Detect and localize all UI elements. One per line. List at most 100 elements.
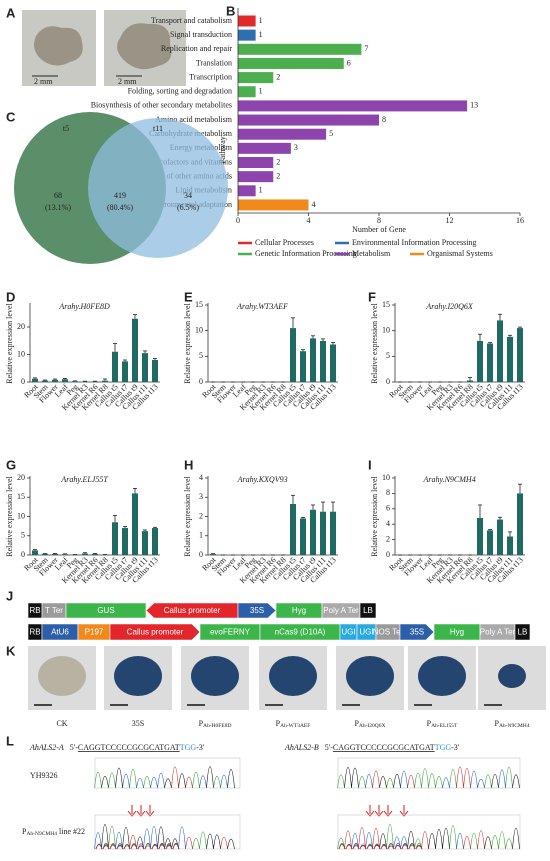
bar — [300, 351, 306, 382]
value-label: 6 — [347, 58, 351, 67]
construct-label: RB — [29, 606, 40, 615]
construct-label: 35S — [250, 606, 264, 615]
category-label: Transport and catabolism — [151, 16, 233, 25]
bar — [238, 58, 344, 69]
value-label: 1 — [259, 186, 263, 195]
y-tick-label: 0 — [21, 550, 25, 559]
pam: TGG — [180, 743, 197, 752]
chart-title: Arahy.H0FE8D — [58, 302, 110, 311]
trace — [95, 769, 221, 788]
y-tick-label: 0 — [199, 550, 203, 559]
panel-label: G — [6, 457, 16, 472]
bar — [122, 528, 128, 555]
label-sub: Ah-N9CMH4 — [499, 723, 530, 729]
y-tick-label: 8 — [386, 488, 390, 497]
trace — [339, 827, 485, 849]
bar — [142, 353, 148, 382]
region-count: 34 — [184, 191, 192, 200]
construct-label: Poly A Ter — [323, 606, 359, 615]
trace-box — [95, 815, 240, 849]
region-percent: (80.4%) — [107, 203, 133, 212]
bar — [142, 531, 148, 555]
y-tick-label: 3 — [199, 492, 203, 501]
panel-label: E — [184, 289, 193, 304]
y-tick-label: 4 — [199, 473, 203, 482]
bar — [132, 493, 138, 555]
bar — [62, 379, 68, 382]
construct-label: LB — [518, 628, 528, 637]
value-label: 1 — [259, 87, 263, 96]
set-label: t11 — [153, 124, 163, 133]
bar — [497, 320, 503, 382]
y-tick-label: 2 — [199, 511, 203, 520]
bar — [320, 512, 326, 555]
panel-label: J — [6, 588, 13, 603]
target-seq: CAGGTCCCCCGCGCATGAT — [333, 743, 435, 752]
y-tick-label: 6 — [386, 504, 390, 513]
bar — [102, 381, 108, 382]
category-label: Translation — [196, 58, 232, 67]
bar — [290, 328, 296, 382]
x-tick-label: 16 — [516, 216, 524, 225]
bar — [32, 379, 38, 382]
bar — [477, 518, 483, 555]
trace — [338, 767, 513, 788]
bar — [487, 344, 493, 383]
callus — [269, 656, 317, 696]
chart-title: Arahy.I20Q6X — [425, 302, 474, 311]
y-tick-label: 5 — [199, 351, 203, 360]
sample-label: CK — [56, 719, 67, 728]
bar — [477, 341, 483, 382]
bar — [152, 360, 158, 382]
trace — [366, 770, 506, 788]
trace-box — [95, 758, 240, 788]
sample-label: PAh-WT3AEF — [276, 719, 311, 729]
callus — [498, 664, 526, 688]
bar — [310, 338, 316, 382]
y-axis-title: Relative expression level — [183, 476, 192, 557]
y-tick-label: 0 — [386, 377, 390, 386]
bar — [32, 550, 38, 555]
y-tick-label: 15 — [195, 300, 203, 309]
bar — [42, 381, 48, 382]
label-sub: Ah-ELJ55T — [431, 723, 458, 729]
bar — [330, 345, 336, 382]
trace — [339, 832, 464, 849]
bar — [112, 522, 118, 555]
region-percent: (6.5%) — [177, 203, 199, 212]
bar — [52, 380, 58, 382]
chart-title: Arahy.N9CMH4 — [422, 475, 475, 484]
legend-label: Organismal Systems — [427, 249, 493, 258]
trace — [96, 824, 235, 849]
x-axis-title: Number of Gene — [352, 225, 406, 234]
panel-label: K — [6, 643, 16, 658]
bar — [238, 86, 256, 97]
construct-label: RB — [29, 628, 40, 637]
set-circle — [88, 118, 228, 258]
sample-label: PAh-ELJ55T — [427, 719, 458, 729]
bar — [152, 528, 158, 555]
construct-label: UGI — [341, 628, 355, 637]
y-tick-label: 1 — [199, 531, 203, 540]
label-sub: Ah-H0FE8D — [203, 723, 231, 729]
bar — [238, 100, 467, 111]
bar — [238, 143, 291, 154]
construct-label: UGI — [359, 628, 373, 637]
callus — [346, 656, 394, 696]
y-axis-title: Relative expression level — [5, 476, 14, 557]
trace — [123, 773, 228, 788]
region-count: 68 — [54, 191, 62, 200]
construct-label: GUS — [97, 606, 114, 615]
x-tick-label: 4 — [307, 216, 311, 225]
construct-label: T Ter — [45, 606, 63, 615]
y-tick-label: 20 — [17, 473, 25, 482]
bar — [310, 510, 316, 555]
bar — [300, 518, 306, 555]
y-axis-title: Relative expression level — [370, 303, 379, 384]
construct-label: P197 — [85, 628, 104, 637]
